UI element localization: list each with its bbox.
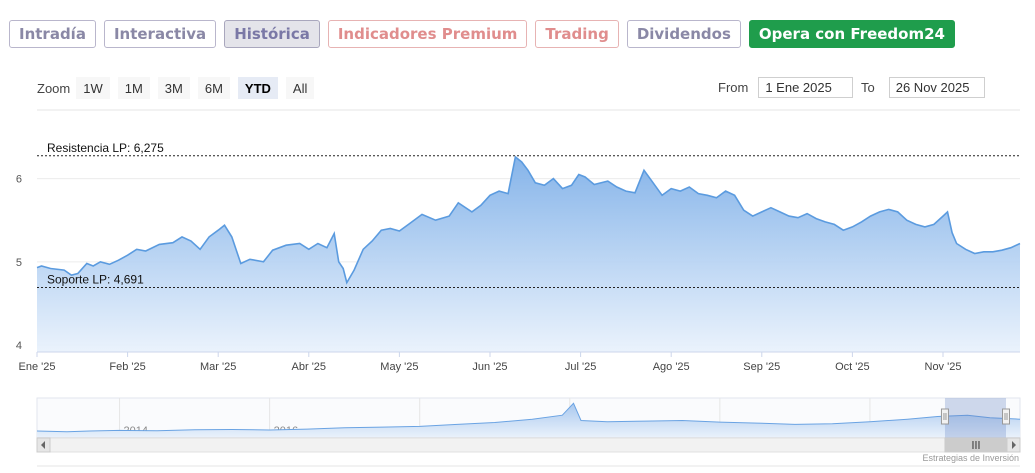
- x-tick-label-3: Abr '25: [292, 361, 327, 373]
- annotation-label-1: Soporte LP: 4,691: [47, 273, 144, 287]
- tab-0[interactable]: Intradía: [9, 20, 96, 48]
- from-date-input[interactable]: 1 Ene 2025: [758, 77, 854, 98]
- scroll-right-arrow-icon: [1012, 441, 1016, 449]
- zoom-button-ytd[interactable]: YTD: [237, 77, 278, 99]
- zoom-button-all[interactable]: All: [285, 77, 315, 99]
- tab-6[interactable]: Opera con Freedom24: [748, 20, 955, 48]
- x-tick-label-8: Sep '25: [743, 361, 780, 373]
- zoom-label: Zoom: [37, 80, 71, 96]
- range-to: To 26 Nov 2025: [861, 77, 985, 98]
- tab-3[interactable]: Indicadores Premium: [327, 20, 528, 48]
- tab-4[interactable]: Trading: [535, 20, 619, 48]
- annotation-label-0: Resistencia LP: 6,275: [47, 141, 164, 155]
- scrollbar-track[interactable]: [36, 437, 1021, 453]
- range-from: From 1 Ene 2025: [718, 77, 854, 98]
- zoom-button-3m[interactable]: 3M: [157, 77, 190, 99]
- navigator-line: [36, 402, 1021, 433]
- x-tick-label-10: Nov '25: [925, 361, 962, 373]
- scroll-left-arrow-icon: [41, 441, 45, 449]
- x-tick-label-4: May '25: [380, 361, 418, 373]
- to-date-input[interactable]: 26 Nov 2025: [888, 77, 985, 98]
- tab-1[interactable]: Interactiva: [103, 20, 217, 48]
- tab-5[interactable]: Dividendos: [626, 20, 741, 48]
- tab-2[interactable]: Histórica: [224, 20, 320, 48]
- zoom-button-1m[interactable]: 1M: [117, 77, 150, 99]
- chart-credit: Estrategias de Inversión: [922, 453, 1019, 463]
- x-tick-label-2: Mar '25: [200, 361, 236, 373]
- from-label: From: [718, 80, 749, 95]
- y-tick-label-0: 4: [16, 340, 22, 352]
- navigator-area: [37, 403, 1020, 437]
- price-line: [36, 155, 1021, 285]
- to-label: To: [861, 80, 875, 95]
- x-tick-label-0: Ene '25: [19, 361, 56, 373]
- x-tick-label-9: Oct '25: [835, 361, 870, 373]
- navigator-handle-1[interactable]: [1002, 408, 1010, 425]
- zoom-button-1w[interactable]: 1W: [76, 77, 110, 99]
- chart-mode-tabs: Intradía Interactiva Histórica Indicadores …: [9, 20, 955, 48]
- x-tick-label-7: Ago '25: [653, 361, 690, 373]
- navigator-handle-0[interactable]: [940, 408, 949, 425]
- x-tick-label-6: Jul '25: [565, 361, 596, 373]
- y-tick-label-2: 6: [16, 174, 22, 186]
- x-tick-label-5: Jun '25: [472, 361, 507, 373]
- zoom-controls: Zoom 1W 1M 3M 6M YTD All: [37, 77, 322, 99]
- x-tick-label-1: Feb '25: [109, 361, 145, 373]
- price-area-fill: [37, 157, 1020, 352]
- y-tick-label-1: 5: [16, 257, 22, 269]
- zoom-button-6m[interactable]: 6M: [197, 77, 230, 99]
